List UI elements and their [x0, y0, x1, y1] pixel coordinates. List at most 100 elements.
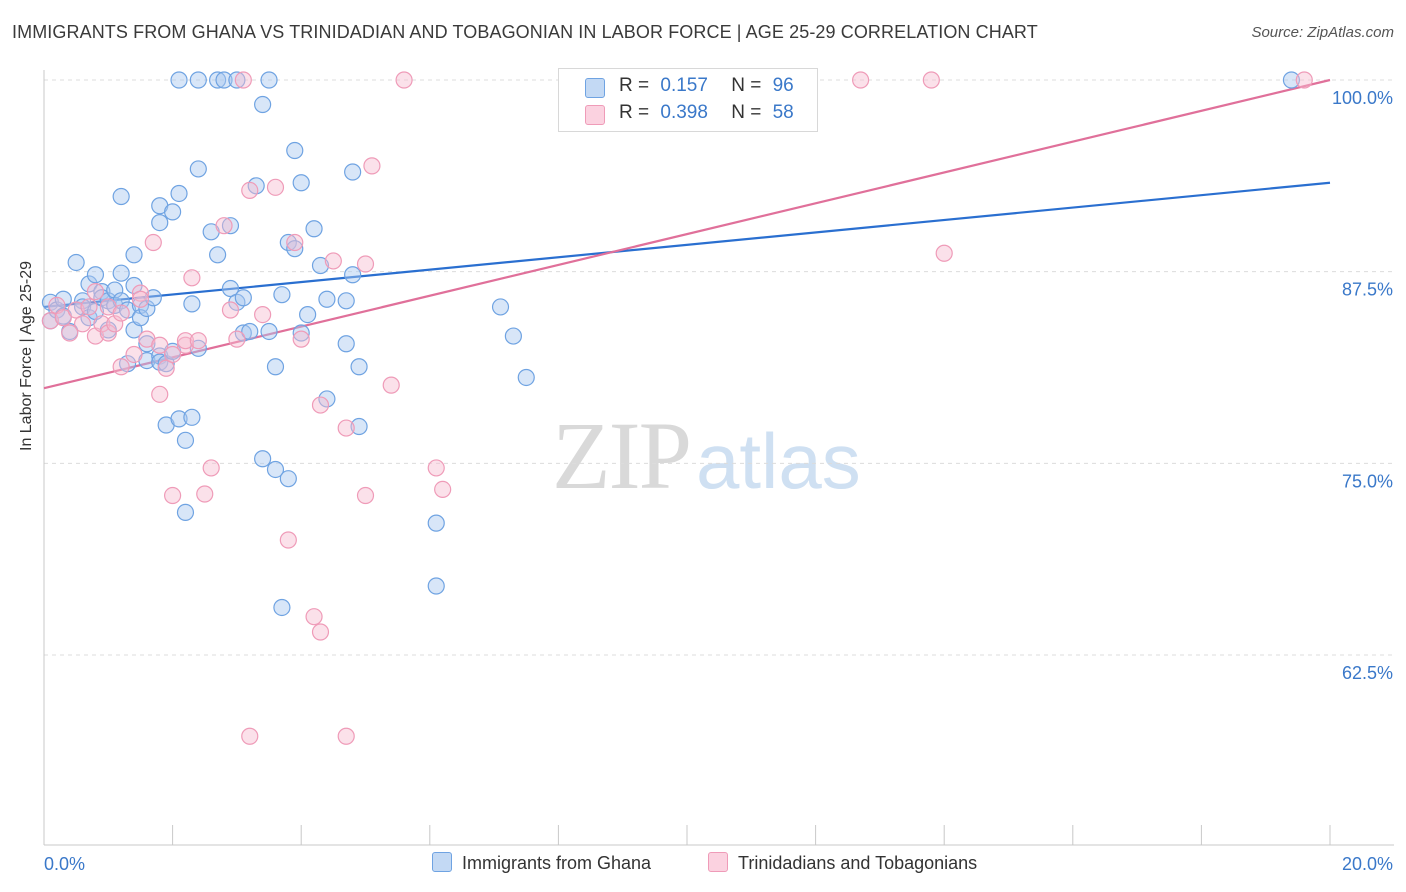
data-point [299, 306, 317, 324]
data-point [112, 187, 130, 206]
x-tick-label: 20.0% [1342, 854, 1393, 874]
grid-lines [44, 79, 1394, 656]
data-point [1282, 71, 1301, 89]
data-point [311, 396, 330, 414]
data-point [286, 233, 304, 252]
data-point [504, 327, 522, 345]
data-point [427, 514, 445, 532]
data-point [266, 358, 285, 376]
y-tick-label: 100.0% [1332, 88, 1393, 108]
data-point [221, 217, 240, 235]
data-point [73, 292, 92, 310]
legend-n-label: N = [731, 75, 762, 96]
data-point [311, 623, 330, 641]
data-point [151, 214, 169, 232]
legend-n-value: 96 [772, 75, 794, 96]
legend-swatch-trinidad [585, 105, 605, 125]
data-point [157, 359, 175, 377]
data-point [292, 174, 310, 192]
legend-swatch-ghana [585, 78, 605, 98]
data-point [318, 290, 336, 308]
data-point [131, 309, 150, 327]
data-point [176, 336, 195, 354]
data-point [234, 289, 252, 307]
series-trinidad [41, 71, 1313, 745]
data-point [164, 203, 182, 221]
legend-n-value: 58 [772, 102, 794, 123]
legend-r-label: R = [619, 102, 650, 123]
data-point [176, 503, 195, 522]
data-point [144, 289, 162, 307]
data-point [151, 336, 169, 354]
data-point [106, 315, 124, 333]
data-point [221, 301, 240, 319]
data-point [54, 290, 72, 308]
data-point [344, 163, 362, 181]
legend-item-trinidad: Trinidadians and Tobagonians [708, 852, 977, 874]
data-point [266, 460, 285, 479]
data-point [292, 330, 310, 348]
data-point [241, 322, 259, 341]
data-point [286, 240, 304, 258]
data-point [279, 470, 297, 488]
data-point [337, 727, 355, 745]
data-point [138, 335, 156, 353]
data-point [131, 284, 150, 302]
data-point [344, 266, 362, 284]
data-point [67, 253, 85, 272]
data-point [86, 266, 105, 284]
data-point [112, 264, 130, 282]
axes [43, 70, 1394, 846]
data-point [189, 71, 207, 89]
data-point [151, 353, 169, 371]
data-point [241, 181, 259, 199]
data-point [151, 385, 169, 403]
data-point [356, 255, 375, 273]
data-point [93, 283, 111, 301]
data-point [176, 431, 195, 449]
data-point [279, 233, 297, 252]
data-point [852, 71, 870, 89]
chart-title: IMMIGRANTS FROM GHANA VS TRINIDADIAN AND… [12, 22, 1038, 42]
legend-r-label: R = [619, 75, 650, 96]
legend-item-ghana: Immigrants from Ghana [432, 852, 651, 874]
data-point [337, 335, 355, 353]
data-point [292, 324, 310, 342]
data-point [279, 531, 297, 549]
y-tick-label: 62.5% [1342, 663, 1393, 683]
data-point [935, 244, 953, 262]
data-point [93, 315, 111, 333]
data-point [183, 408, 201, 426]
legend-label-trinidad: Trinidadians and Tobagonians [738, 853, 978, 873]
series-legend: Immigrants from Ghana Trinidadians and T… [0, 852, 1406, 878]
data-point [266, 178, 285, 196]
data-point [356, 486, 375, 505]
data-point [176, 332, 195, 350]
data-point [112, 358, 130, 376]
data-point [337, 292, 355, 310]
data-point [67, 301, 85, 319]
legend-swatch-ghana [432, 852, 452, 872]
data-points [41, 71, 1313, 745]
data-point [196, 485, 214, 503]
data-point [273, 598, 291, 617]
data-point [434, 480, 452, 498]
data-point [286, 141, 304, 160]
data-point [311, 256, 330, 275]
data-point [260, 71, 278, 89]
data-point [125, 246, 143, 264]
data-point [234, 71, 252, 89]
data-point [183, 269, 201, 287]
data-point [80, 298, 98, 316]
data-point [202, 459, 220, 477]
data-point [189, 160, 207, 178]
data-point [427, 577, 445, 595]
data-point [170, 410, 188, 428]
trend-line-ghana [43, 181, 1331, 309]
legend-r-value: 0.157 [660, 75, 708, 96]
data-point [234, 324, 252, 342]
y-tick-label: 75.0% [1342, 471, 1393, 491]
data-point [215, 71, 233, 89]
data-point [131, 290, 150, 308]
